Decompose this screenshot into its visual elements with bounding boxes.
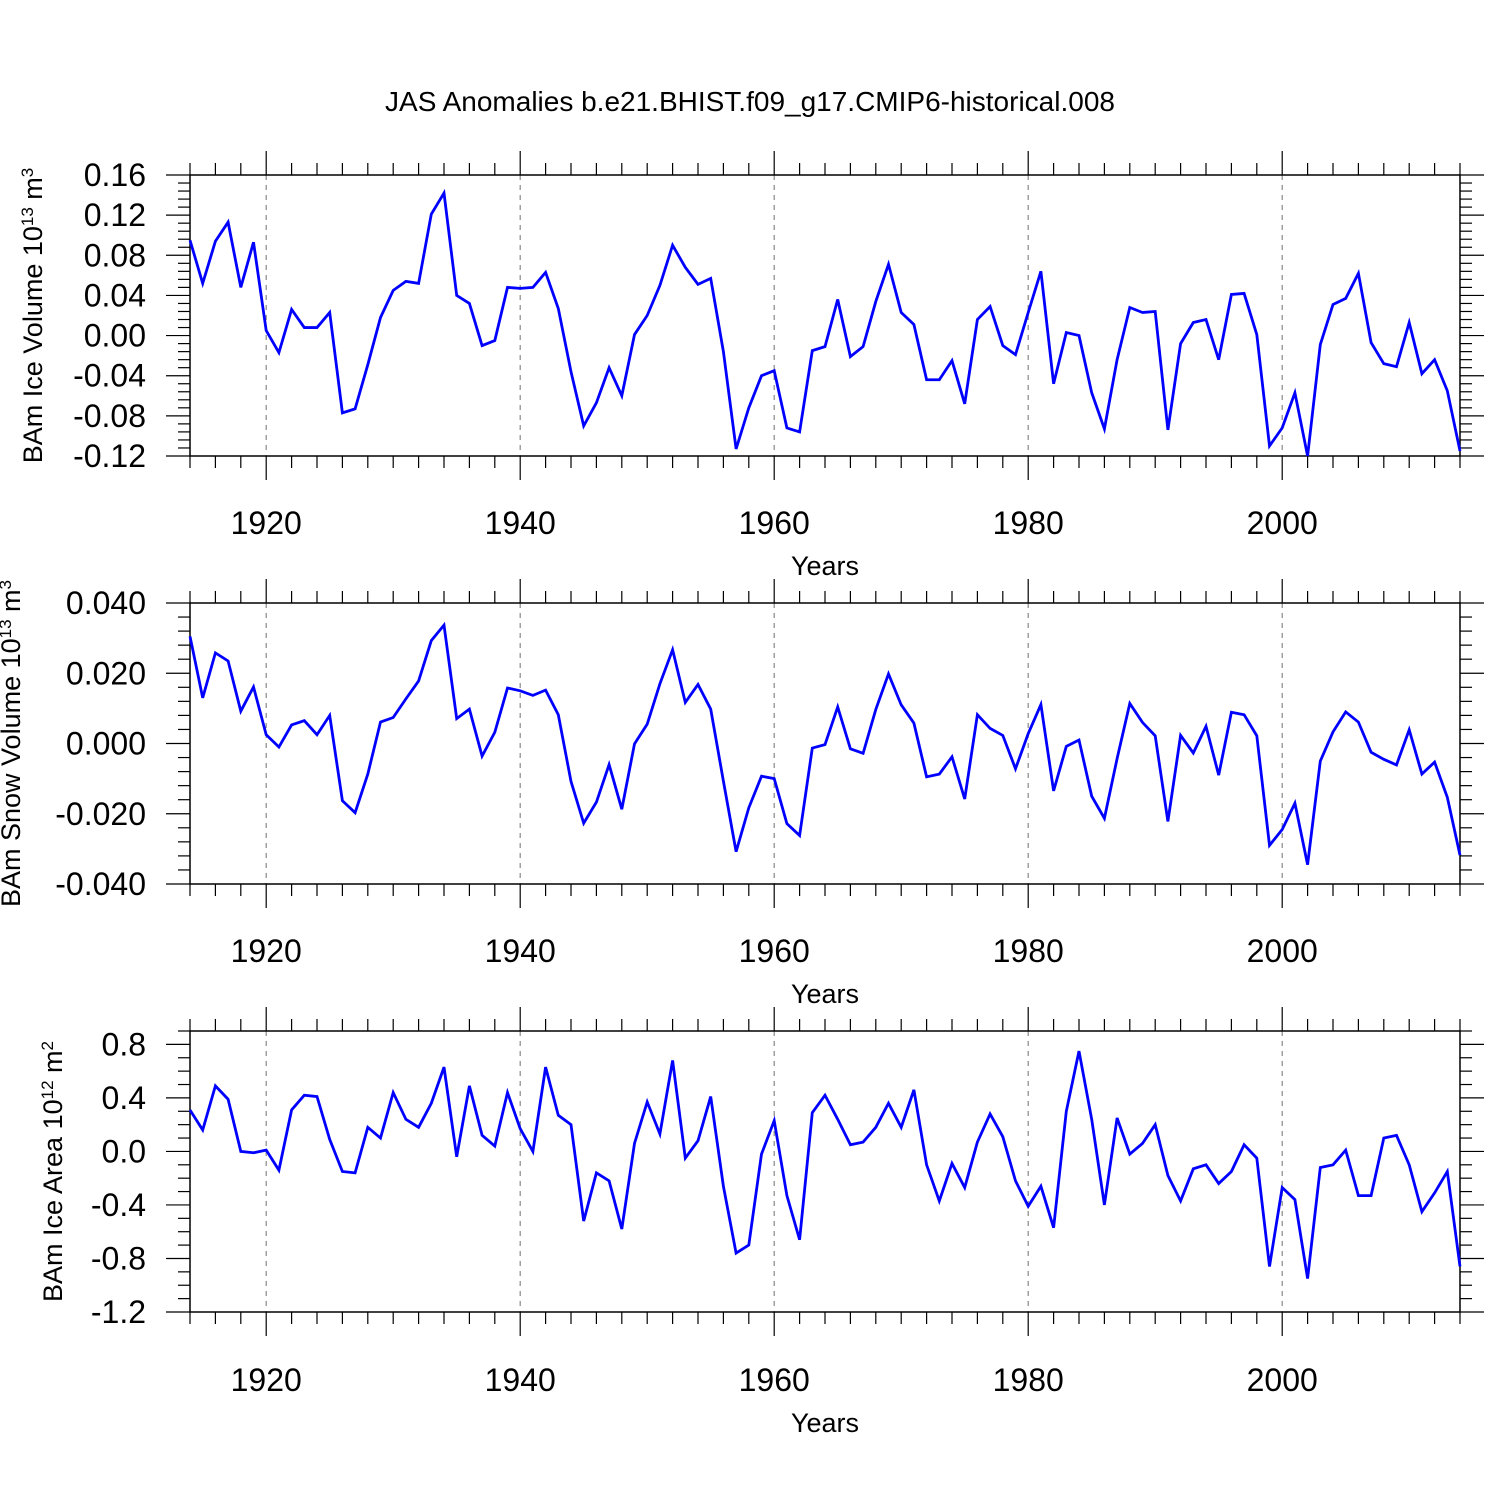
y-axis-label-text: m — [38, 1050, 68, 1080]
x-tick-label: 1940 — [485, 505, 556, 541]
y-tick-label: -0.08 — [73, 398, 146, 434]
y-tick-label: 0.4 — [102, 1080, 146, 1116]
y-tick-label: -0.12 — [73, 438, 146, 474]
series-points — [189, 193, 1461, 457]
x-axis-label: Years — [791, 979, 859, 1009]
y-tick-label: 0.020 — [66, 655, 146, 691]
x-tick-label: 1980 — [993, 933, 1064, 969]
x-tick-label: 1960 — [739, 1362, 810, 1398]
y-axis-label-superscript: 13 — [18, 207, 37, 226]
y-axis-label-superscript: 3 — [0, 580, 15, 589]
figure-title: JAS Anomalies b.e21.BHIST.f09_g17.CMIP6-… — [385, 86, 1115, 117]
y-axis-label-superscript: 13 — [0, 619, 15, 638]
y-tick-label: -0.020 — [55, 796, 146, 832]
x-axis-label: Years — [791, 551, 859, 581]
y-axis-label-text: BAm Ice Volume 10 — [18, 226, 48, 463]
x-tick-label: 1920 — [231, 933, 302, 969]
panel-1: 1920 1940 1960 1980 2000 Years 0.16 0.12 0.08 0.0… — [18, 151, 1484, 581]
y-tick-label: 0.12 — [84, 197, 146, 233]
y-tick-label: -0.04 — [73, 358, 146, 394]
y-axis-label-superscript: 3 — [18, 168, 37, 177]
x-tick-label: 1980 — [993, 505, 1064, 541]
x-tick-label: 1940 — [485, 933, 556, 969]
series-points — [189, 625, 1461, 865]
x-tick-label: 1940 — [485, 1362, 556, 1398]
y-axis-label-text: BAm Snow Volume 10 — [0, 638, 26, 907]
y-tick-label: 0.8 — [102, 1026, 146, 1062]
x-tick-label: 1920 — [231, 505, 302, 541]
y-axis-label-superscript: 12 — [38, 1080, 57, 1099]
y-tick-label: 0.04 — [84, 277, 146, 313]
y-axis-label-superscript: 2 — [38, 1041, 57, 1050]
panel-2: 1920 1940 1960 1980 2000 Years 0.040 0.020 0.000… — [0, 579, 1484, 1009]
y-tick-label: -0.040 — [55, 866, 146, 902]
y-axis-label-text: BAm Ice Area 10 — [38, 1099, 68, 1302]
x-tick-label: 2000 — [1247, 933, 1318, 969]
y-tick-label: -0.4 — [91, 1187, 146, 1223]
y-tick-label: 0.040 — [66, 585, 146, 621]
x-axis-label: Years — [791, 1408, 859, 1438]
panel-3: 1920 1940 1960 1980 2000 Years 0.8 0.4 0.0 -0.4 -0… — [38, 1007, 1484, 1438]
y-axis-label: BAm Ice Area 1012 m2 — [38, 1041, 69, 1302]
y-tick-label: 0.000 — [66, 726, 146, 762]
panels: 1920 1940 1960 1980 2000 Years 0.16 0.12 0.08 0.0… — [0, 151, 1484, 1438]
x-tick-label: 1960 — [739, 505, 810, 541]
x-tick-label: 1960 — [739, 933, 810, 969]
y-axis-label-text: m — [0, 589, 26, 619]
x-tick-label: 1920 — [231, 1362, 302, 1398]
y-tick-label: 0.16 — [84, 157, 146, 193]
x-tick-label: 1980 — [993, 1362, 1064, 1398]
x-tick-label: 2000 — [1247, 1362, 1318, 1398]
y-axis-label-text: m — [18, 177, 48, 207]
y-axis-label: BAm Snow Volume 1013 m3 — [0, 580, 26, 907]
y-tick-label: -1.2 — [91, 1294, 146, 1330]
y-axis-label: BAm Ice Volume 1013 m3 — [18, 168, 49, 464]
y-tick-label: -0.8 — [91, 1240, 146, 1276]
y-tick-label: 0.0 — [102, 1133, 146, 1169]
y-tick-label: 0.08 — [84, 237, 146, 273]
series-points — [189, 1051, 1461, 1279]
y-tick-label: 0.00 — [84, 318, 146, 354]
x-tick-label: 2000 — [1247, 505, 1318, 541]
